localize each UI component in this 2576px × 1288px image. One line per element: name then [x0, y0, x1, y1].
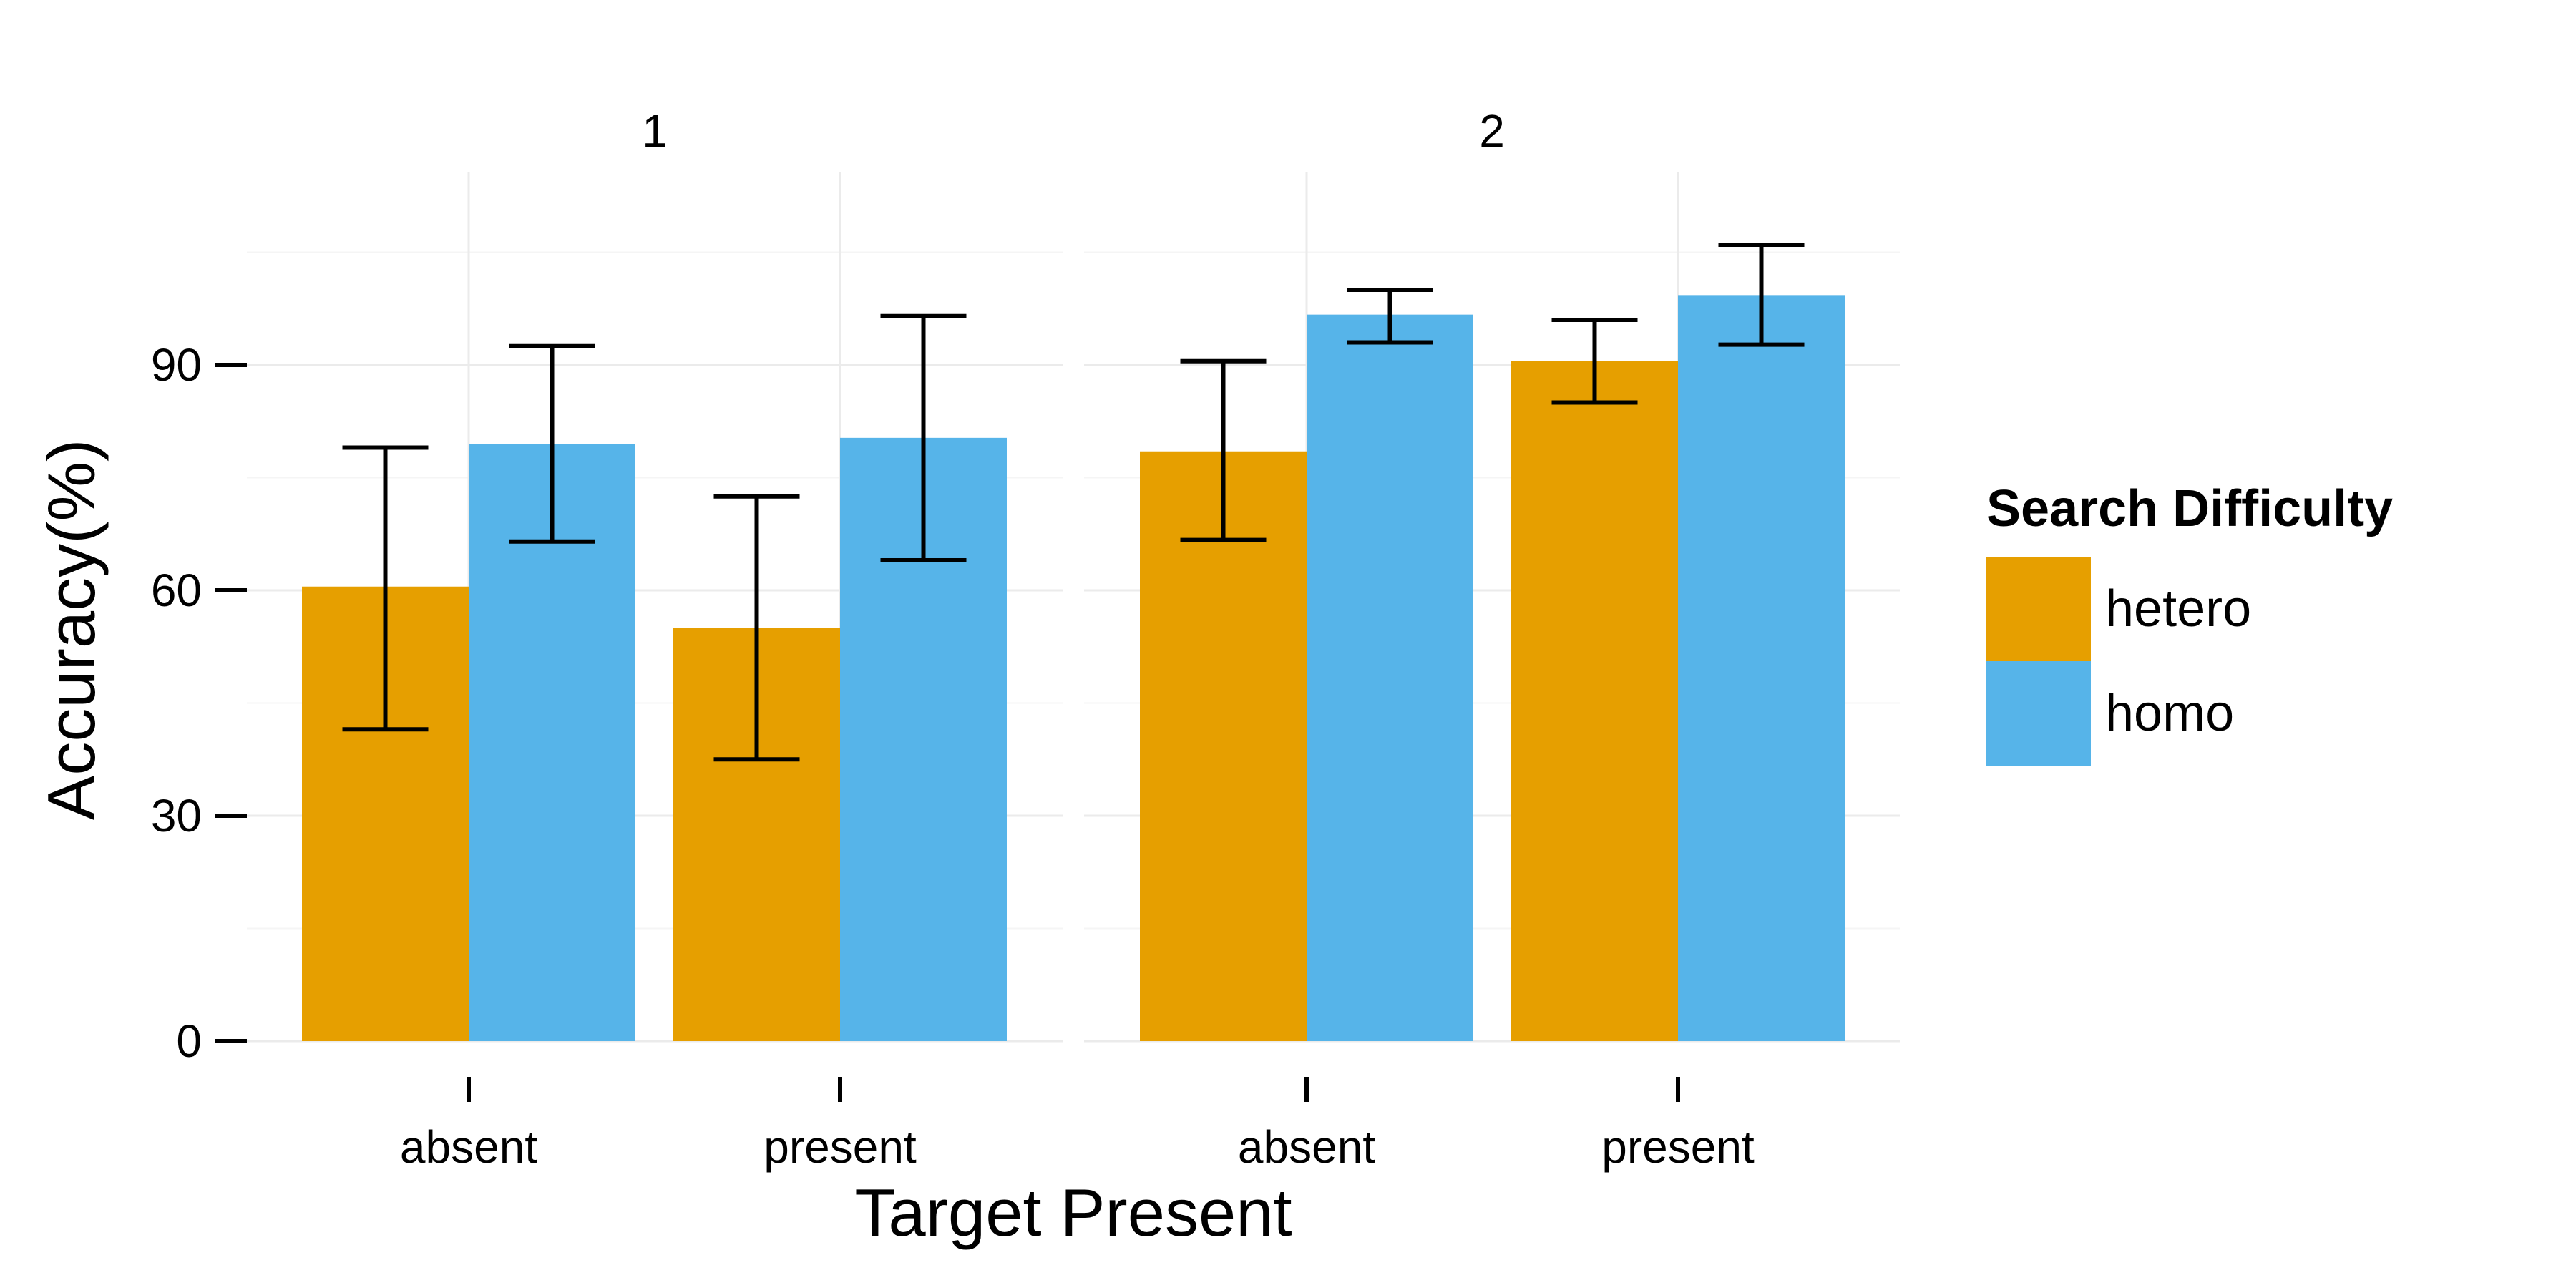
bar-homo	[1678, 295, 1845, 1042]
y-tick-label: 90	[151, 339, 202, 391]
x-tick-label: present	[763, 1121, 917, 1173]
legend-title: Search Difficulty	[1986, 480, 2393, 537]
legend-label-hetero: hetero	[2105, 580, 2251, 638]
y-tick-label: 60	[151, 565, 202, 616]
y-axis-title: Accuracy(%)	[34, 439, 109, 821]
bar-hetero	[1140, 451, 1307, 1041]
x-axis-title: Target Present	[854, 1175, 1292, 1250]
legend-key-hetero	[1986, 557, 2091, 661]
legend-label-homo: homo	[2105, 685, 2234, 742]
y-tick-label: 30	[151, 790, 202, 841]
bar-homo	[1307, 314, 1473, 1041]
x-tick-label: absent	[1238, 1121, 1375, 1173]
legend-key-homo	[1986, 661, 2091, 766]
x-tick-label: absent	[400, 1121, 537, 1173]
facet-label: 1	[642, 105, 668, 157]
x-tick-label: present	[1601, 1121, 1755, 1173]
bar-hetero	[1511, 361, 1678, 1041]
y-tick-label: 0	[176, 1015, 202, 1067]
facet-label: 2	[1479, 105, 1505, 157]
